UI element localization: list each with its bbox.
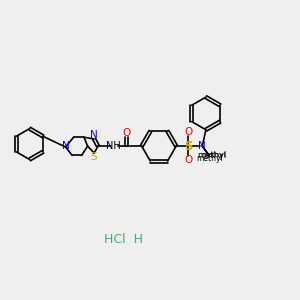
Text: S: S [91,152,98,162]
Text: O: O [184,128,193,137]
Text: methyl: methyl [196,154,223,163]
Text: methyl: methyl [197,151,226,160]
Text: methyl: methyl [201,152,226,158]
Text: N: N [90,130,98,140]
Text: N: N [62,141,70,152]
Text: NH: NH [106,141,121,151]
Text: O: O [122,128,130,138]
Text: O: O [184,155,193,165]
Text: N: N [198,141,206,151]
Text: HCl  H: HCl H [104,233,143,246]
Text: S: S [184,140,192,153]
